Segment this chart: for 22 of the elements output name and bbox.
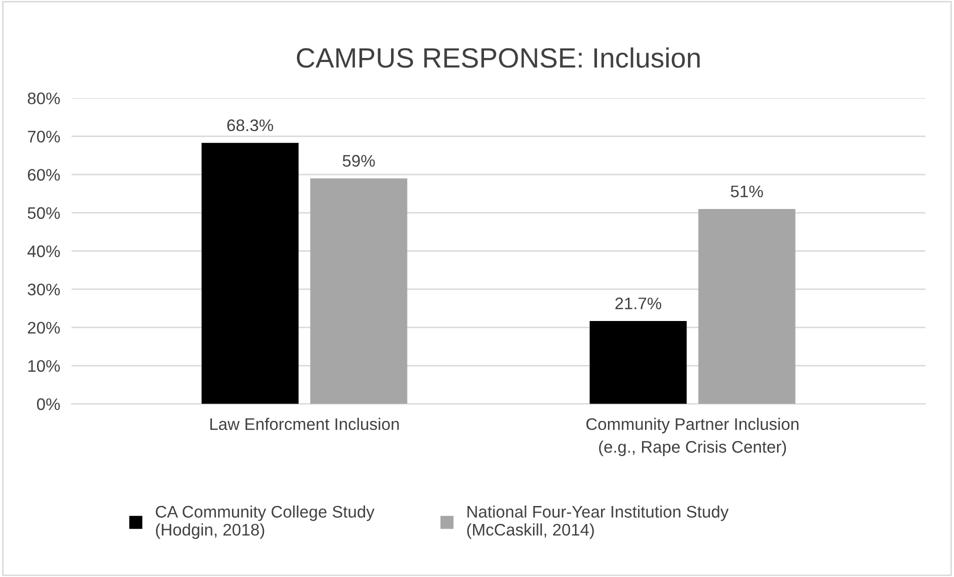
x-tick-label: Law Enforcment Inclusion — [210, 418, 399, 430]
y-tick-label: 20% — [28, 322, 60, 334]
x-tick-label: Community Partner Inclusion (e.g., Rape Crisis Center) — [586, 418, 798, 456]
y-tick-label: 40% — [27, 245, 60, 258]
y-tick-label: 60% — [28, 168, 60, 181]
y-tick-label: 70% — [28, 130, 60, 143]
y-tick-label: 0% — [37, 398, 60, 410]
legend-label: National Four-Year Institution Study (McCaskill, 2014) — [467, 505, 729, 539]
data-label: 21.7% — [615, 298, 662, 310]
data-label: 68.3% — [227, 119, 274, 132]
data-label: 51% — [730, 186, 763, 198]
bar — [590, 320, 687, 404]
y-tick-label: 50% — [28, 207, 60, 219]
legend-label: CA Community College Study (Hodgin, 2018) — [156, 505, 374, 539]
bar — [698, 208, 796, 404]
bar — [310, 178, 408, 404]
chart-title: CAMPUS RESPONSE: Inclusion — [296, 47, 700, 68]
y-tick-label: 30% — [28, 284, 60, 296]
y-tick-label: 80% — [28, 92, 60, 104]
data-label: 59% — [342, 154, 375, 167]
bar — [202, 142, 299, 404]
y-tick-label: 10% — [28, 360, 60, 372]
